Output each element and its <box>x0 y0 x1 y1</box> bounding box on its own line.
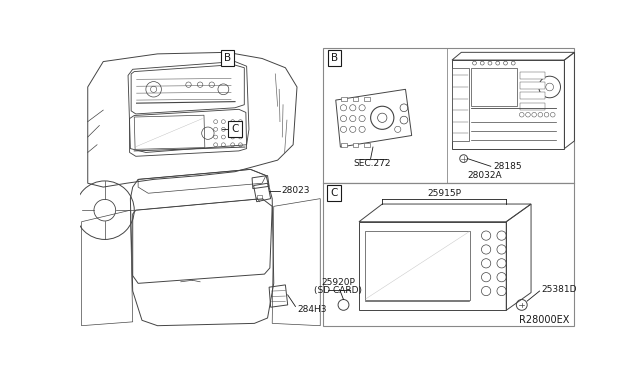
Text: 25381D: 25381D <box>541 285 577 294</box>
Text: 28032A: 28032A <box>467 171 502 180</box>
Bar <box>323 48 575 183</box>
Text: 284H3: 284H3 <box>297 305 326 314</box>
Bar <box>520 92 545 99</box>
Text: 25915P: 25915P <box>428 189 461 198</box>
Text: 25920P: 25920P <box>321 278 355 287</box>
Bar <box>364 97 370 101</box>
Bar <box>520 71 545 78</box>
Bar <box>365 231 470 300</box>
Text: C: C <box>330 188 338 198</box>
Text: B: B <box>224 53 231 63</box>
Bar <box>134 115 205 149</box>
Text: 28023: 28023 <box>282 186 310 195</box>
Text: R28000EX: R28000EX <box>520 315 570 326</box>
Text: C: C <box>231 124 239 134</box>
Bar <box>520 81 545 89</box>
Bar <box>520 103 545 110</box>
Bar <box>341 97 347 101</box>
Bar <box>323 183 575 327</box>
Text: B: B <box>331 53 338 63</box>
Bar <box>353 143 358 147</box>
Bar <box>341 143 347 147</box>
Text: 28185: 28185 <box>493 162 522 171</box>
Text: SEC.272: SEC.272 <box>353 159 391 168</box>
Bar <box>452 68 469 141</box>
Bar <box>257 195 262 199</box>
Text: (SD CARD): (SD CARD) <box>314 286 362 295</box>
Bar <box>470 68 517 106</box>
Bar <box>353 97 358 101</box>
Bar <box>364 143 370 147</box>
